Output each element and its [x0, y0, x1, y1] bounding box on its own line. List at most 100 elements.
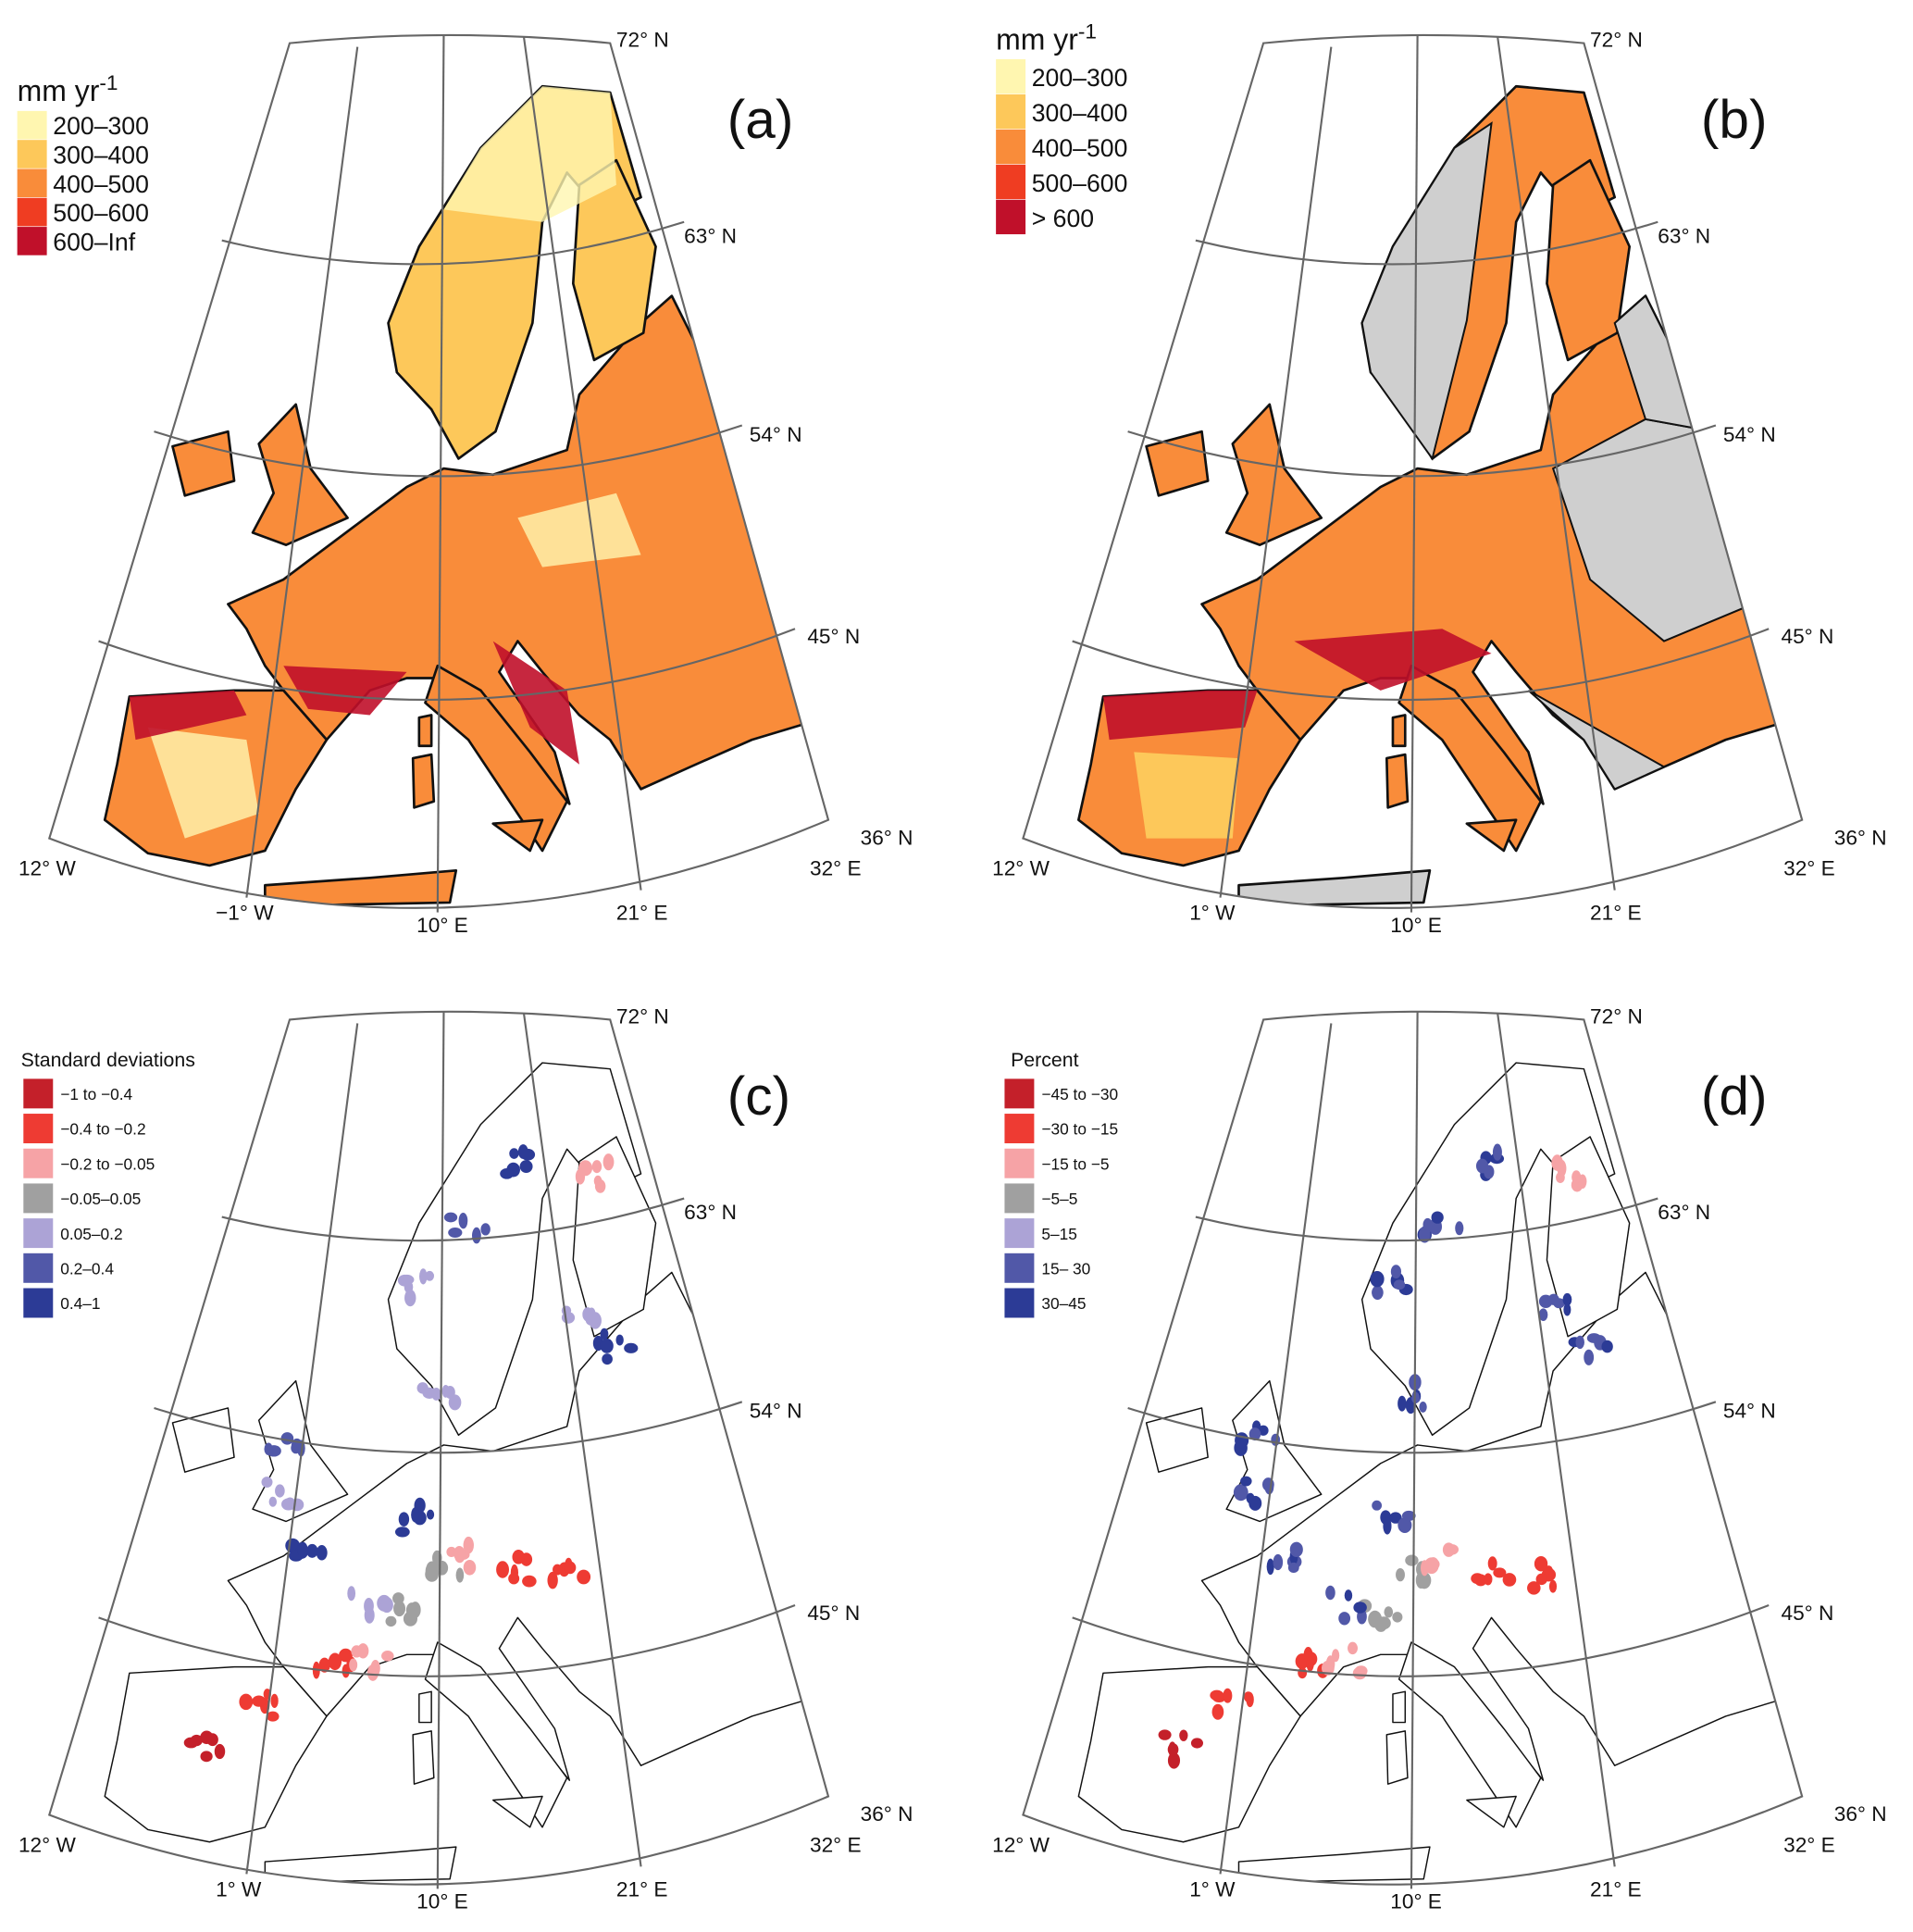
station-point — [1389, 1512, 1402, 1524]
legend-item-label: 15– 30 — [1041, 1259, 1090, 1278]
legend: mm yr-1 200–300 300–400 400–500 500–600 > 600 — [996, 19, 1128, 235]
station-point — [510, 1564, 519, 1581]
latitude-label: 45° N — [807, 1602, 860, 1625]
station-point — [591, 1160, 602, 1174]
station-point — [1306, 1656, 1314, 1672]
longitude-label: 10° E — [416, 914, 468, 937]
station-point — [1397, 1517, 1412, 1534]
station-point — [266, 1711, 279, 1722]
station-point — [1502, 1573, 1517, 1587]
meridian-line — [522, 1013, 642, 1867]
station-point — [509, 1148, 519, 1159]
station-point — [1471, 1573, 1484, 1585]
station-point — [1210, 1689, 1224, 1701]
latitude-label: 36° N — [861, 1802, 913, 1826]
station-point — [342, 1664, 350, 1678]
land-sardinia — [1385, 753, 1410, 809]
latitude-label: 54° N — [750, 423, 802, 446]
low-value-region — [1134, 752, 1239, 839]
graticule — [1022, 1010, 1804, 1889]
longitude-label: 21° E — [616, 902, 668, 925]
station-point — [1393, 1279, 1406, 1290]
latitude-label: 72° N — [1590, 1004, 1643, 1028]
legend-item-label: −0.2 to −0.05 — [60, 1154, 155, 1173]
legend-swatch — [17, 197, 47, 227]
station-point — [1273, 1553, 1284, 1571]
station-point — [1405, 1554, 1419, 1566]
station-point — [1190, 1738, 1203, 1749]
station-point — [443, 1212, 458, 1223]
legend-item-label: 0.05–0.2 — [60, 1225, 122, 1243]
station-point — [455, 1567, 465, 1583]
legend-swatch — [17, 140, 47, 168]
station-point — [366, 1664, 379, 1681]
station-point — [426, 1509, 435, 1520]
station-point — [281, 1498, 296, 1511]
station-point — [1547, 1293, 1559, 1305]
panel-a: 72° N 63° N 54° N 45° N 36° N 12° W −1° W 10° E… — [17, 29, 913, 937]
longitude-label: 32° E — [1783, 857, 1835, 880]
station-point — [1287, 1562, 1299, 1574]
station-point — [416, 1382, 429, 1394]
latitude-label: 63° N — [1658, 224, 1710, 247]
legend-swatch — [17, 168, 47, 198]
legend-swatch — [1004, 1288, 1035, 1318]
parallel-line — [1072, 628, 1770, 702]
latitude-label: 72° N — [616, 29, 669, 52]
land-ireland — [1145, 430, 1210, 497]
parallel-line — [154, 1401, 743, 1454]
station-point — [1211, 1703, 1224, 1720]
station-point — [600, 1327, 609, 1340]
latitude-label: 54° N — [1723, 423, 1776, 446]
low-value-region — [443, 86, 616, 222]
land-finland — [572, 1136, 657, 1338]
land-ireland — [1145, 1407, 1209, 1473]
latitude-label: 63° N — [684, 224, 737, 247]
station-point — [347, 1586, 356, 1602]
station-point — [385, 1615, 397, 1627]
legend-item-label: 300–400 — [1032, 99, 1128, 127]
station-point — [1223, 1688, 1233, 1703]
station-point — [1390, 1265, 1402, 1278]
map-frame — [1022, 33, 1804, 909]
latitude-label: 36° N — [1834, 1802, 1887, 1826]
land-layer — [1077, 84, 1789, 908]
station-point — [1354, 1665, 1368, 1676]
station-point — [1455, 1221, 1464, 1236]
land-mainland — [1200, 1271, 1788, 1781]
station-point — [1562, 1292, 1572, 1306]
land-finland — [1546, 1136, 1631, 1338]
station-point — [1383, 1517, 1392, 1535]
station-point — [1289, 1541, 1303, 1558]
station-point — [419, 1268, 428, 1285]
legend-swatch — [23, 1288, 54, 1318]
land-layer — [1077, 1062, 1788, 1884]
station-point — [1563, 1303, 1571, 1316]
high-value-region — [1102, 690, 1258, 741]
legend-swatch — [17, 227, 47, 256]
station-point — [448, 1227, 463, 1238]
station-point — [624, 1342, 639, 1353]
low-value-region — [147, 727, 259, 839]
legend-item-label: 600–Inf — [53, 228, 135, 256]
station-point — [1431, 1211, 1444, 1224]
longitude-label: 1° W — [216, 1877, 262, 1901]
meridian-line — [522, 36, 642, 891]
station-point — [1348, 1641, 1358, 1655]
station-point — [1493, 1567, 1507, 1578]
parallel-line — [98, 1604, 796, 1677]
meridian-line — [1410, 1011, 1419, 1889]
station-point — [392, 1592, 404, 1605]
station-point — [252, 1695, 267, 1707]
station-point — [200, 1751, 213, 1763]
parallel-line — [1127, 424, 1717, 478]
legend-item-label: −30 to −15 — [1041, 1120, 1118, 1139]
station-point — [582, 1307, 593, 1322]
legend-title: mm yr-1 — [996, 19, 1097, 56]
longitude-label: 10° E — [416, 1890, 468, 1913]
station-point — [1344, 1589, 1353, 1602]
land-sardinia — [411, 753, 436, 809]
meridian-line — [245, 46, 359, 898]
panel-b: 72° N 63° N 54° N 45° N 36° N 12° W 1° W 10° E 2… — [992, 19, 1886, 937]
parallel-line — [1127, 1401, 1717, 1454]
